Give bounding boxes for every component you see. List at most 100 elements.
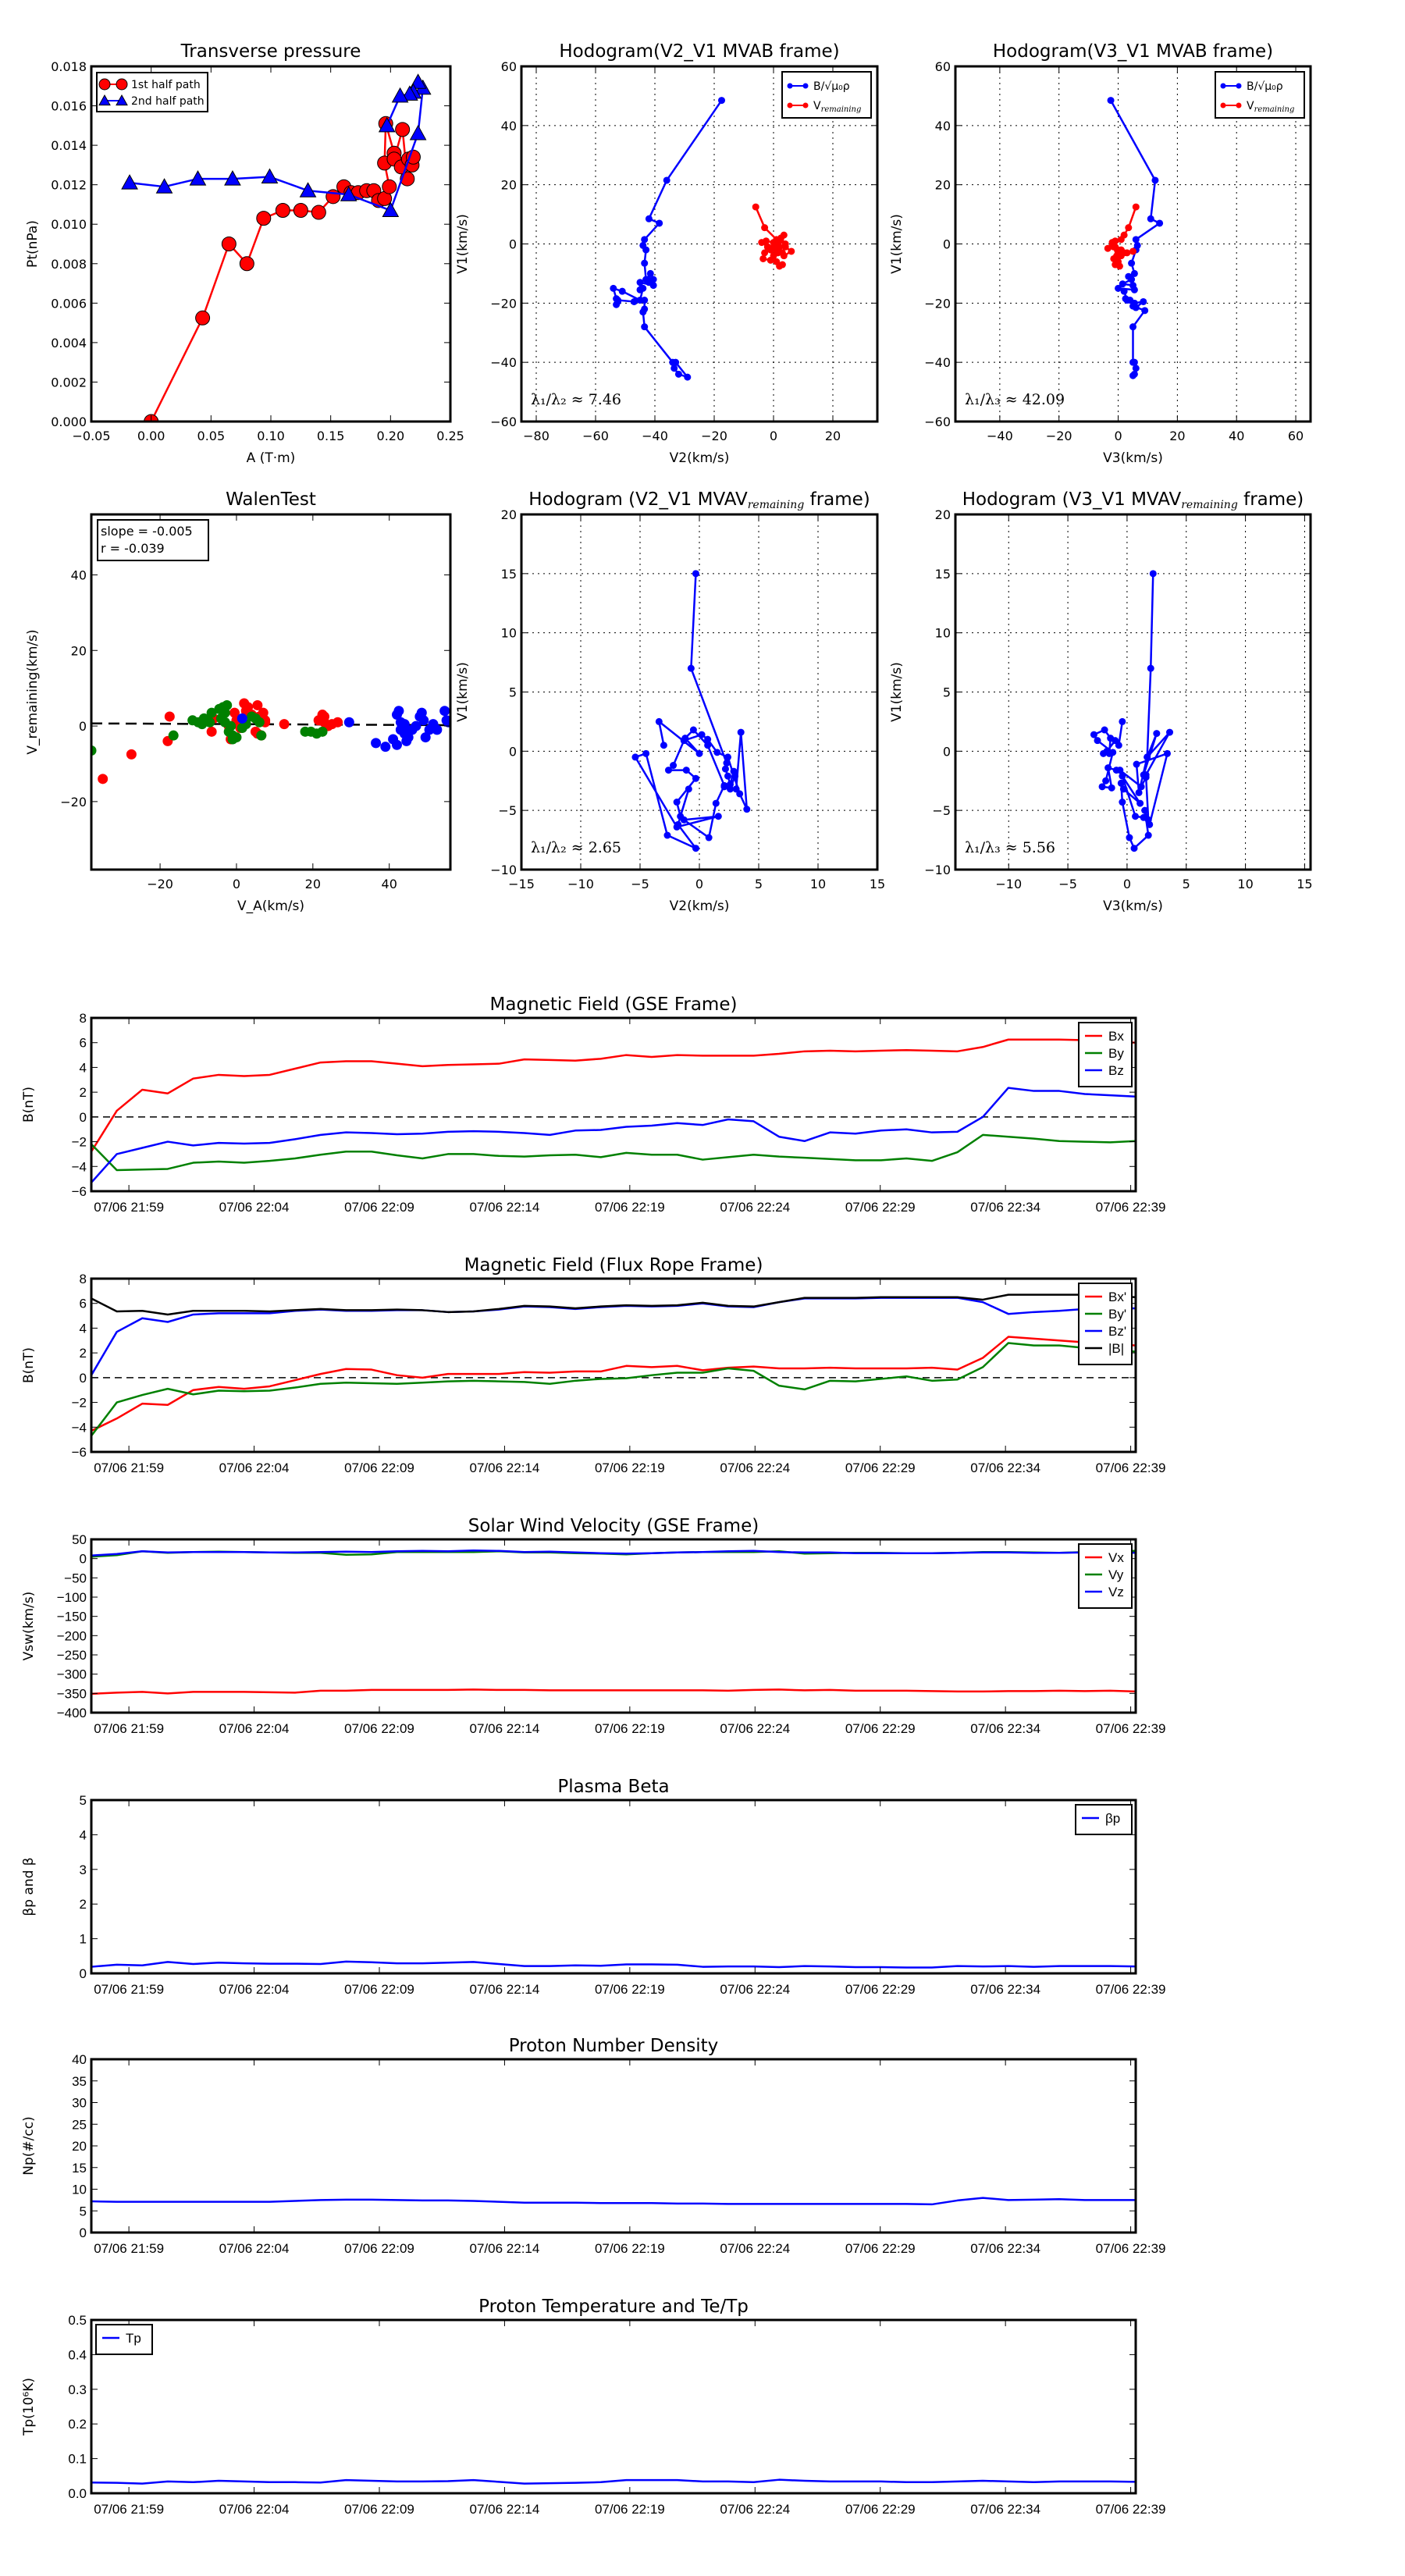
data-point [641,323,649,331]
data-point [763,243,771,251]
y-tick-label: 0.014 [51,138,87,153]
title-subscript: remaining [1181,499,1238,511]
data-point [670,762,678,770]
series-line-Bz [91,1087,1136,1183]
y-tick-label: 1 [80,1932,87,1947]
series-line-Vz [91,1550,1136,1557]
series-line-0 [612,99,723,379]
walen-test-frame [90,513,452,871]
y-axis-label: Np(#/cc) [21,2116,37,2175]
x-tick-label: 07/06 22:39 [1096,1982,1166,1997]
data-point [736,790,744,798]
data-point-triangle [409,124,427,141]
walen-test-chart: WalenTest −20 0 20 40 −20 0 20 40 V_A(km/s) V_rema… [25,489,452,914]
x-tick-label: −40 [987,429,1013,443]
data-point [206,707,217,718]
y-axis-label: Vsw(km/s) [21,1592,37,1661]
data-point [98,774,108,785]
data-point-circle [395,122,411,137]
proton-number-density-frame [90,2058,1137,2234]
y-tick-label: 0.000 [51,415,87,429]
y-tick-label: 0.016 [51,99,87,114]
data-point [630,297,638,305]
data-point [674,370,682,378]
y-tick-label: 35 [72,2074,87,2089]
legend-box [1078,1283,1133,1365]
legend-marker [116,78,128,91]
data-point [641,259,649,267]
data-point-triangle [340,186,357,201]
data-point-circle [221,237,237,251]
y-tick-label: −4 [72,1159,87,1174]
data-point [689,726,697,734]
series-line-Bx [91,1336,1136,1432]
y-tick-label: −300 [57,1667,87,1682]
y-tick-label: −50 [64,1571,87,1585]
x-tick-label: −5 [631,877,649,891]
x-tick-label: 07/06 22:19 [595,1982,665,1997]
x-tick-label: 07/06 22:14 [470,2241,540,2256]
y-tick-label: 0.5 [68,2313,87,2328]
x-tick-label: 07/06 22:24 [720,2241,790,2256]
data-point [713,749,721,756]
hodogram-v3-v1-mvab-chart: Hodogram(V3_V1 MVAB frame) −60 −40 −20 0 20 40… [889,41,1312,466]
data-point [1107,97,1115,105]
data-point [1094,737,1101,745]
data-point [761,249,769,257]
legend-marker [787,83,793,89]
legend-marker [98,78,111,91]
x-tick-label: 07/06 22:29 [845,1200,916,1215]
eigenvalue-ratio-annotation: λ₁/λ₃ ≈ 42.09 [965,391,1065,408]
x-tick-label: 0 [770,429,777,443]
data-point [1130,269,1138,277]
y-tick-label: −4 [72,1420,87,1435]
x-tick-label: 07/06 22:04 [219,2502,290,2517]
data-point [631,753,639,761]
data-point [1144,816,1152,824]
data-point [721,765,729,773]
x-tick-label: 15 [1297,877,1312,891]
y-tick-label: 5 [80,2204,87,2218]
y-tick-label: 0.008 [51,257,87,272]
x-tick-label: 07/06 21:59 [94,2241,164,2256]
data-point-triangle [299,182,317,197]
data-point [206,726,217,737]
data-point [1101,726,1108,734]
data-point [680,816,688,824]
legend-label: Vz [1108,1585,1124,1599]
title-end: frame) [804,489,870,510]
data-point [752,203,759,211]
data-point [1147,215,1154,222]
series-line-Vx [91,1688,1136,1695]
x-tick-label: 5 [755,877,763,891]
data-point-circle [382,179,397,194]
data-point [773,240,781,247]
y-tick-label: 10 [501,626,517,641]
x-tick-label: 07/06 22:34 [970,1982,1040,1997]
y-tick-label: 20 [501,178,517,193]
x-tick-label: 07/06 22:14 [470,1721,540,1736]
data-point [641,236,649,244]
data-point [227,734,238,745]
x-tick-label: −20 [1046,429,1072,443]
data-point [1153,730,1161,738]
x-tick-label: −15 [508,877,535,891]
y-tick-label: 15 [501,567,517,582]
y-tick-label: −2 [72,1396,87,1411]
x-tick-label: 07/06 22:29 [845,2502,916,2517]
chart-title: Solar Wind Velocity (GSE Frame) [468,1516,759,1536]
chart-title: Hodogram (V3_V1 MVAVremaining frame) [962,489,1304,511]
data-point [663,831,671,839]
data-point [1112,767,1120,774]
x-tick-label: 40 [1229,429,1244,443]
x-tick-label: 0.25 [436,429,464,443]
x-tick-label: 07/06 21:59 [94,1721,164,1736]
y-tick-label: −250 [57,1648,87,1663]
data-point [1113,252,1121,260]
eigenvalue-ratio-annotation: λ₁/λ₃ ≈ 5.56 [965,839,1055,856]
y-tick-label: 0.010 [51,217,87,232]
data-point [692,570,699,578]
data-point [712,799,720,807]
data-point [254,717,265,728]
